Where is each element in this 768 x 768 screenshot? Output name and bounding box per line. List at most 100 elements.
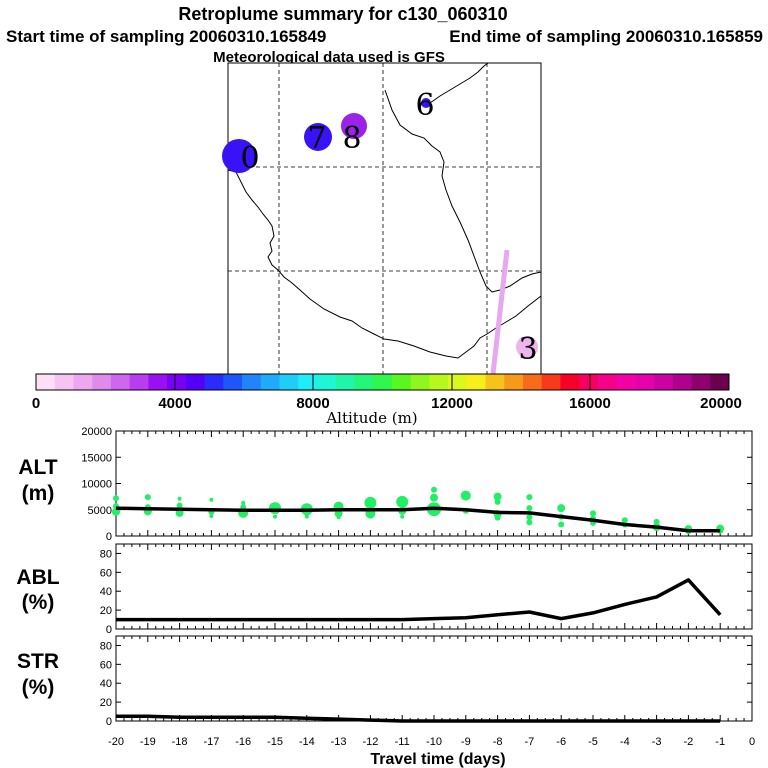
alt-y-tick-label: 20000: [81, 426, 112, 438]
str-series-line: [116, 714, 721, 723]
str-y-tick-label: 80: [100, 640, 112, 652]
alt-series-line: [115, 506, 721, 533]
str-panel: 0 20 40 60 80: [100, 635, 753, 728]
alt-scatter-point: [653, 518, 660, 525]
abl-panel-label: ABL: [16, 566, 59, 589]
plume-centroid-marker: [222, 139, 256, 173]
x-tick-label: -14: [299, 736, 315, 748]
colorbar-swatch: [410, 374, 430, 390]
colorbar-tick-label: 0: [32, 395, 40, 412]
colorbar-swatch: [654, 374, 674, 390]
day-label-3: 3: [518, 332, 537, 367]
colorbar-swatch: [485, 374, 505, 390]
colorbar-swatch: [429, 374, 449, 390]
colorbar-ticks: 0 4000 8000 12000 16000 20000: [32, 395, 742, 412]
abl-panel: 0 20 40 60 80: [100, 543, 753, 636]
colorbar-tick-label: 16000: [569, 395, 611, 412]
alt-scatter-point: [336, 515, 341, 520]
coastline: [429, 62, 489, 104]
alt-scatter-point: [364, 496, 377, 509]
colorbar-swatch: [635, 374, 655, 390]
alt-scatter-point: [396, 495, 409, 508]
altitude-colorbar: [35, 373, 730, 391]
x-tick-label: -12: [362, 736, 378, 748]
day-label-8: 8: [342, 121, 361, 156]
colorbar-swatch: [541, 374, 561, 390]
alt-scatter-point: [621, 517, 628, 524]
alt-scatter-point: [493, 492, 502, 501]
plume-centroid-marker: [421, 98, 431, 108]
colorbar-swatch: [522, 374, 543, 390]
abl-panel-unit: (%): [22, 591, 55, 614]
alt-panel-label: ALT: [18, 456, 57, 479]
colorbar-swatch: [579, 374, 599, 390]
colorbar-swatch: [36, 374, 56, 390]
x-axis-ticks: -20 -19 -18 -17 -16 -15 -14 -13 -12 -11 -10 -9 -8 -7-…: [108, 736, 755, 748]
alt-scatter-point: [368, 514, 373, 519]
met-data-text: Meteorological data used is GFS: [213, 49, 445, 66]
trajectory-path: [490, 249, 510, 375]
alt-scatter-point: [590, 510, 596, 517]
colorbar-swatch: [260, 374, 280, 390]
colorbar-swatch: [316, 374, 337, 390]
colorbar-swatch: [335, 374, 355, 390]
alt-scatter-point: [177, 496, 182, 501]
plume-centroid-marker: [516, 336, 538, 358]
colorbar-swatch: [448, 374, 468, 390]
alt-scatter-point: [269, 502, 281, 515]
colorbar-swatch: [710, 374, 730, 390]
colorbar-tick-label: 8000: [296, 395, 329, 412]
alt-y-tick-label: 10000: [81, 479, 112, 491]
plume-centroid-marker: [304, 123, 332, 151]
map-frame: [227, 62, 542, 375]
alt-scatter-point: [460, 490, 471, 501]
alt-scatter-point: [209, 497, 214, 502]
alt-scatter-point: [113, 495, 119, 502]
colorbar-swatch: [354, 374, 374, 390]
colorbar-swatch: [691, 374, 711, 390]
alt-y-tick-label: 15000: [81, 452, 112, 464]
day-label-7: 7: [307, 121, 326, 156]
alt-y-tick-label: 5000: [88, 505, 112, 517]
colorbar-swatch: [148, 374, 168, 390]
x-tick-label: -7: [525, 736, 535, 748]
colorbar-swatch: [466, 374, 486, 390]
x-tick-label: -18: [172, 736, 188, 748]
x-tick-label: -19: [140, 736, 156, 748]
alt-y-tick-label: 0: [106, 531, 112, 543]
x-tick-label: -11: [395, 736, 410, 748]
x-tick-label: -6: [556, 736, 566, 748]
alt-scatter-point: [209, 514, 214, 519]
alt-scatter-point: [273, 514, 277, 519]
colorbar-swatch: [672, 374, 692, 390]
abl-y-tick-label: 40: [100, 586, 112, 598]
str-y-tick-label: 20: [100, 697, 112, 709]
figure-title: Retroplume summary for c130_060310: [178, 4, 507, 24]
colorbar-swatch: [391, 374, 411, 390]
str-panel-label: STR: [17, 650, 59, 673]
colorbar-swatch: [597, 374, 618, 390]
start-time-text: Start time of sampling 20060310.165849: [6, 27, 326, 46]
x-tick-label: -2: [684, 736, 694, 748]
colorbar-swatch: [223, 374, 243, 390]
alt-scatter-point: [494, 498, 501, 505]
alt-scatter-point: [431, 486, 437, 493]
abl-y-tick-label: 20: [100, 605, 112, 617]
str-y-tick-label: 0: [106, 716, 112, 728]
colorbar-label: Altitude (m): [325, 409, 417, 427]
day-label-0: 0: [240, 141, 259, 176]
colorbar-swatch: [167, 374, 187, 390]
alt-scatter-point: [526, 514, 533, 521]
map-graticule: [228, 63, 541, 374]
colorbar-swatch: [204, 374, 224, 390]
str-y-tick-label: 60: [100, 659, 112, 671]
alt-scatter-point: [430, 493, 438, 502]
colorbar-swatch: [73, 374, 93, 390]
alt-scatter-point: [144, 494, 151, 501]
alt-scatter-point: [241, 500, 246, 505]
abl-series-line: [116, 578, 722, 622]
colorbar-swatch: [54, 374, 74, 390]
colorbar-swatch: [242, 374, 262, 390]
x-tick-label: -9: [461, 736, 471, 748]
